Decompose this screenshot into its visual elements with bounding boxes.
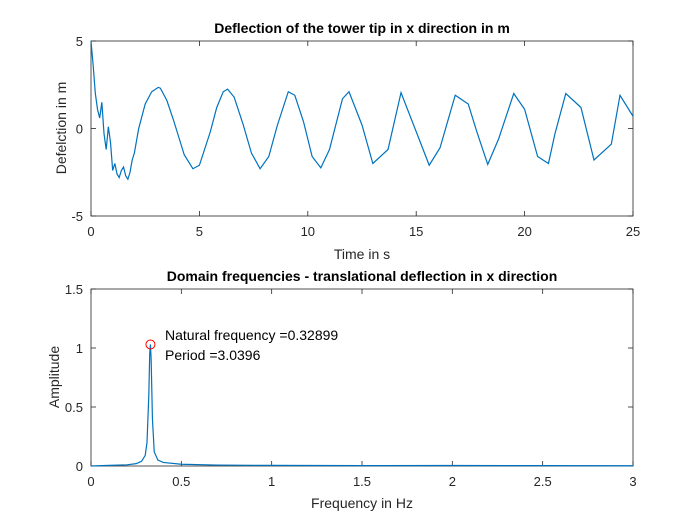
x-tick-label: 15 <box>409 224 423 239</box>
x-tick-label: 0 <box>87 224 94 239</box>
deflection-series-line <box>90 40 634 181</box>
x-tick-label: 5 <box>196 224 203 239</box>
y-tick-label: -5 <box>71 209 83 224</box>
x-tick-label: 0.5 <box>172 474 190 489</box>
peak-marker <box>145 339 156 350</box>
deflection-plot: Deflection of the tower tip in x directi… <box>53 20 640 262</box>
y-tick-label: 5 <box>76 34 83 49</box>
y-tick-label: 0.5 <box>65 400 83 415</box>
x-tick-label: 20 <box>517 224 531 239</box>
annotation-natural-frequency: Natural frequency =0.32899 <box>165 327 338 343</box>
y-tick-label: 1.5 <box>65 282 83 297</box>
amplitude-series-line <box>90 344 634 467</box>
plot1-ylabel: Defelction in m <box>53 82 69 175</box>
x-tick-label: 0 <box>87 474 94 489</box>
plot2-axes-box <box>90 288 634 467</box>
y-tick-label: 1 <box>76 341 83 356</box>
y-tick-label: 0 <box>76 122 83 137</box>
x-tick-label: 1.5 <box>353 474 371 489</box>
plot2-title: Domain frequencies - translational defle… <box>167 268 558 284</box>
annotation-period: Period =3.0396 <box>165 347 261 363</box>
plot2-x-tick-labels: 0 0.5 1 1.5 2 2.5 3 <box>87 474 636 489</box>
plot1-x-tick-labels: 0 5 10 15 20 25 <box>87 224 640 239</box>
plot2-xlabel: Frequency in Hz <box>311 495 413 511</box>
frequency-plot: Domain frequencies - translational defle… <box>46 268 637 511</box>
y-tick-label: 0 <box>76 459 83 474</box>
plot2-ylabel: Amplitude <box>46 346 62 408</box>
x-tick-label: 10 <box>301 224 315 239</box>
plot1-title: Deflection of the tower tip in x directi… <box>214 20 510 36</box>
x-tick-label: 2 <box>449 474 456 489</box>
x-tick-label: 2.5 <box>534 474 552 489</box>
x-tick-label: 3 <box>629 474 636 489</box>
x-tick-label: 25 <box>626 224 640 239</box>
plot1-axes-box <box>90 40 634 217</box>
plot1-y-tick-labels: -5 0 5 <box>71 34 83 224</box>
plot2-y-tick-labels: 0 0.5 1 1.5 <box>65 282 83 474</box>
plot1-xlabel: Time in s <box>334 246 390 262</box>
x-tick-label: 1 <box>268 474 275 489</box>
